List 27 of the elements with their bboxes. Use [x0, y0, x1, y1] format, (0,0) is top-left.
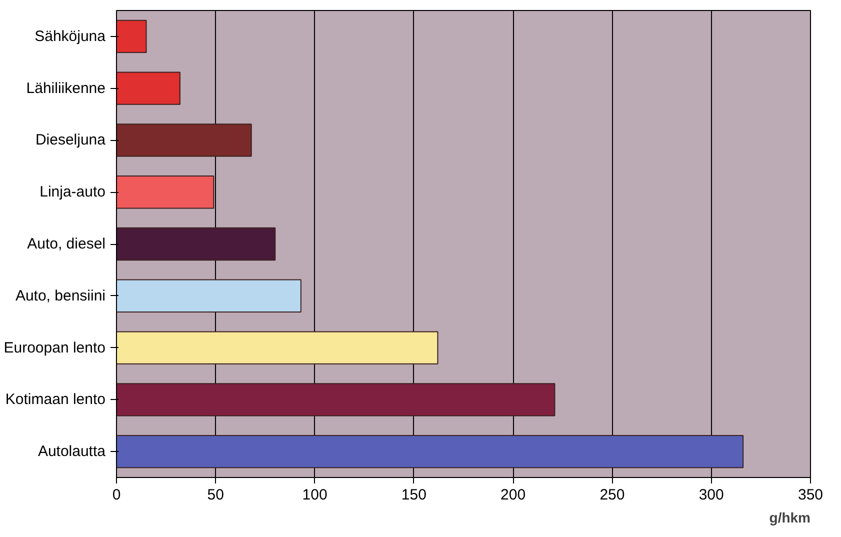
- x-tick-label: 50: [207, 486, 224, 504]
- y-tick-label: Linja-auto: [40, 184, 106, 201]
- bar: [116, 279, 302, 312]
- bar: [116, 383, 556, 416]
- y-tick-label: Auto, diesel: [27, 236, 106, 252]
- y-tick-label: Euroopan lento: [4, 339, 106, 356]
- y-tick-label: Auto, bensiini: [15, 287, 106, 304]
- x-tick-label: 200: [500, 486, 526, 504]
- x-tick-label: 150: [401, 486, 426, 504]
- x-tick-label: 100: [302, 486, 328, 504]
- x-tick-label: 0: [112, 486, 121, 504]
- bar: [116, 331, 438, 364]
- y-tick-label: Autolautta: [38, 443, 106, 460]
- bar: [116, 227, 276, 261]
- x-tick-label: 300: [698, 486, 724, 504]
- bar: [116, 72, 180, 105]
- x-tick-label: 350: [798, 486, 824, 504]
- bar: [116, 434, 744, 468]
- y-tick-label: Kotimaan lento: [5, 391, 106, 408]
- x-axis-title: g/hkm: [769, 510, 811, 526]
- bar: [116, 176, 214, 209]
- y-tick-label: Sähköjuna: [34, 28, 106, 45]
- y-tick-label: Lähiliikenne: [26, 80, 106, 97]
- bar: [116, 20, 147, 54]
- bar: [116, 124, 252, 157]
- x-tick-label: 250: [600, 486, 625, 504]
- y-tick-label: Dieseljuna: [35, 132, 106, 149]
